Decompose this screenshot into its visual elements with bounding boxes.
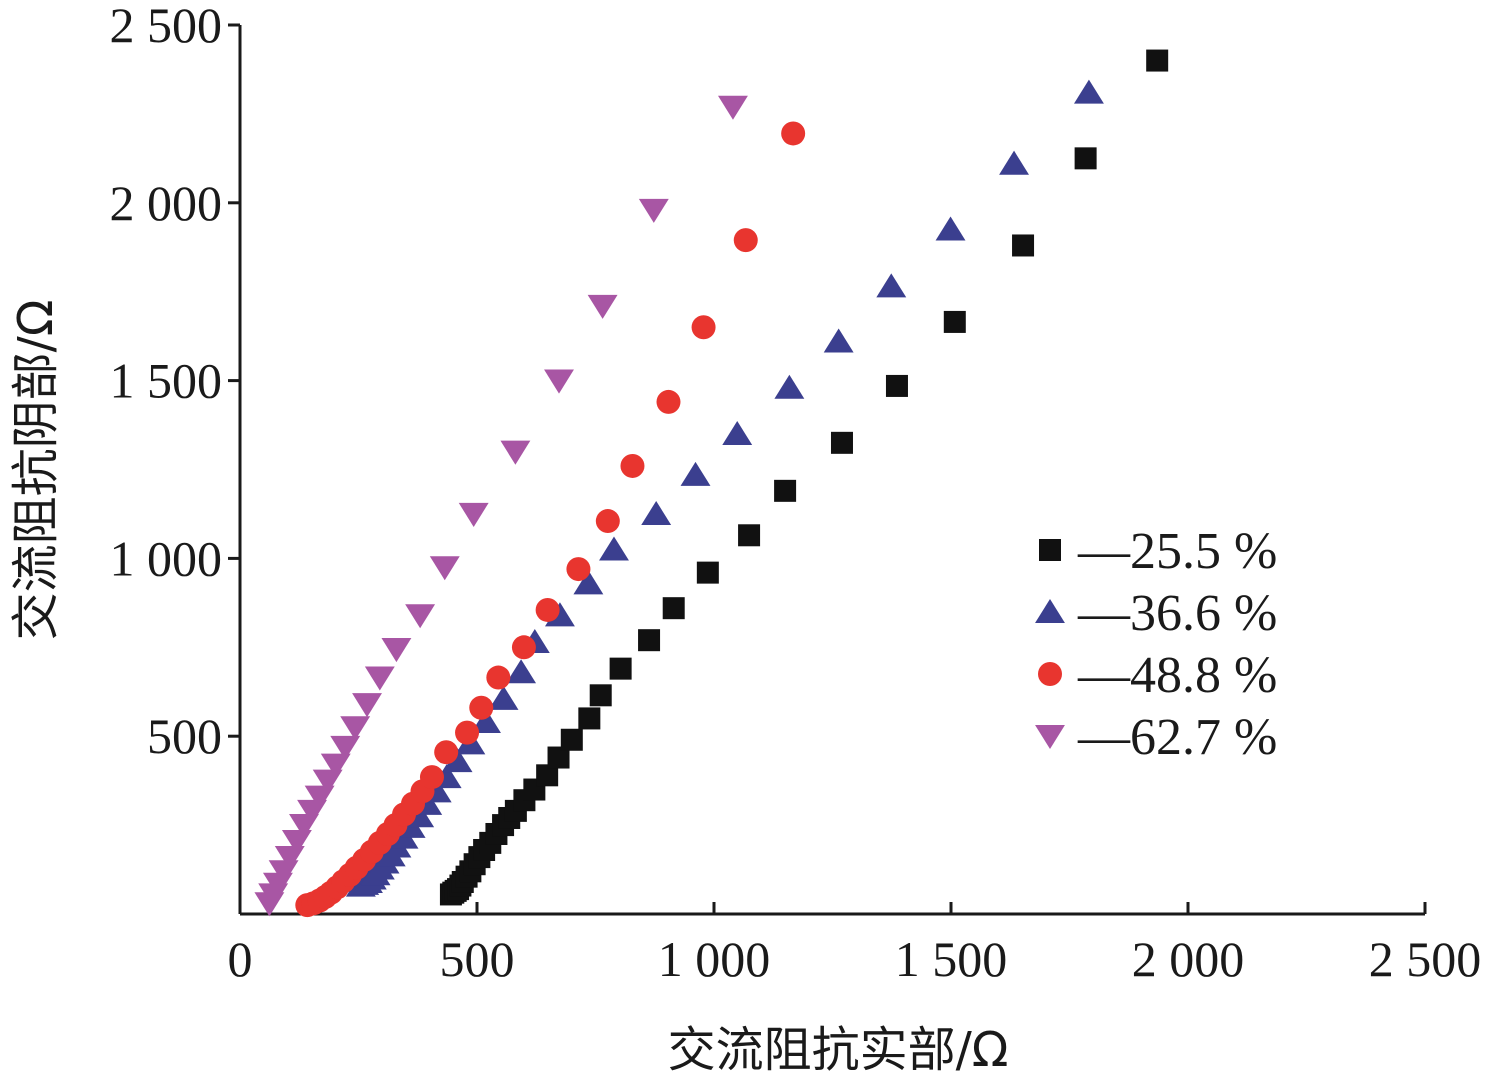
data-point [638,629,661,652]
x-axis-title: 交流阻抗实部/Ω [668,1022,1009,1076]
data-point [599,536,629,561]
data-point [330,735,361,760]
data-point [511,635,536,660]
y-tick-label: 500 [147,708,222,764]
legend-label: —25.5 % [1077,523,1277,580]
legend-label: —62.7 % [1077,709,1277,766]
legend-marker [1035,599,1065,624]
x-tick-label: 2 500 [1369,931,1482,987]
data-point [595,509,620,534]
axes [238,25,1425,916]
y-tick-label: 1 500 [110,353,223,409]
data-point [486,665,511,690]
x-tick-label: 1 500 [895,931,1008,987]
x-tick-label: 2 000 [1132,931,1245,987]
series-3 [295,121,806,918]
legend: —25.5 %—36.6 %—48.8 %—62.7 % [1035,523,1277,766]
data-point [620,453,645,478]
data-point [609,657,632,680]
data-point [774,479,797,502]
data-point [381,638,412,663]
data-point [823,328,854,353]
data-point [733,228,758,253]
data-point [587,294,618,319]
legend-marker [1038,662,1062,686]
data-point [691,315,716,340]
data-point [560,728,583,751]
data-point [589,684,612,707]
legend-label: —48.8 % [1077,647,1277,704]
data-point [656,389,681,414]
data-point [471,708,501,734]
data-point [1074,147,1097,170]
x-tick-label: 0 [228,931,253,987]
x-tick-label: 500 [440,931,515,987]
legend-entry: —36.6 % [1035,585,1277,642]
legend-marker [1035,724,1065,749]
legend-entry: —25.5 % [1039,523,1277,580]
data-point [999,150,1029,175]
data-point [364,666,395,691]
data-point [781,121,806,146]
data-point [434,740,459,765]
legend-marker [1039,539,1061,561]
data-point [535,597,560,622]
data-point [352,693,382,718]
data-point [578,707,601,730]
data-point [935,216,966,241]
data-point [544,369,574,394]
data-point [458,502,489,527]
x-tick-label: 1 000 [658,931,771,987]
data-point [638,198,669,223]
data-point [429,556,460,581]
data-point [885,374,908,397]
data-point [455,720,480,745]
data-point [662,597,685,620]
data-point [340,716,371,741]
data-point [1146,49,1169,72]
data-point [680,461,711,486]
tick-labels: 0 500 1 000 1 500 2 000 2 500 500 1 000 1 500 2 0… [110,0,1482,987]
data-point [641,500,672,525]
data-point [469,695,494,720]
y-axis-title: 交流阻抗阴部/Ω [8,300,64,641]
ticks [228,23,1427,914]
y-tick-label: 1 000 [110,530,223,586]
data-point [320,753,351,778]
data-point [536,764,559,787]
series-1 [439,49,1169,906]
data-point [442,748,473,773]
legend-label: —36.6 % [1077,585,1277,642]
y-tick-label: 2 000 [110,175,223,231]
data-point [419,765,444,790]
legend-entry: —48.8 % [1038,647,1277,704]
data-point [774,374,805,399]
legend-entry: —62.7 % [1035,709,1277,766]
data-point [1012,234,1035,257]
data-point [943,310,966,333]
data-point [547,746,570,769]
data-point [566,557,591,582]
data-point [738,524,761,547]
data-point [500,440,531,465]
data-point [876,273,907,298]
y-tick-label: 2 500 [110,0,223,53]
series-4 [254,95,748,917]
series-2 [345,79,1104,897]
data-point [1073,79,1104,104]
data-point [718,95,748,120]
data-point [506,659,537,684]
data-point [696,561,719,584]
plot-area [254,49,1169,918]
data-point [573,570,604,595]
data-point [830,431,853,454]
data-point [722,420,753,445]
data-point [488,685,519,710]
data-point [405,604,436,629]
